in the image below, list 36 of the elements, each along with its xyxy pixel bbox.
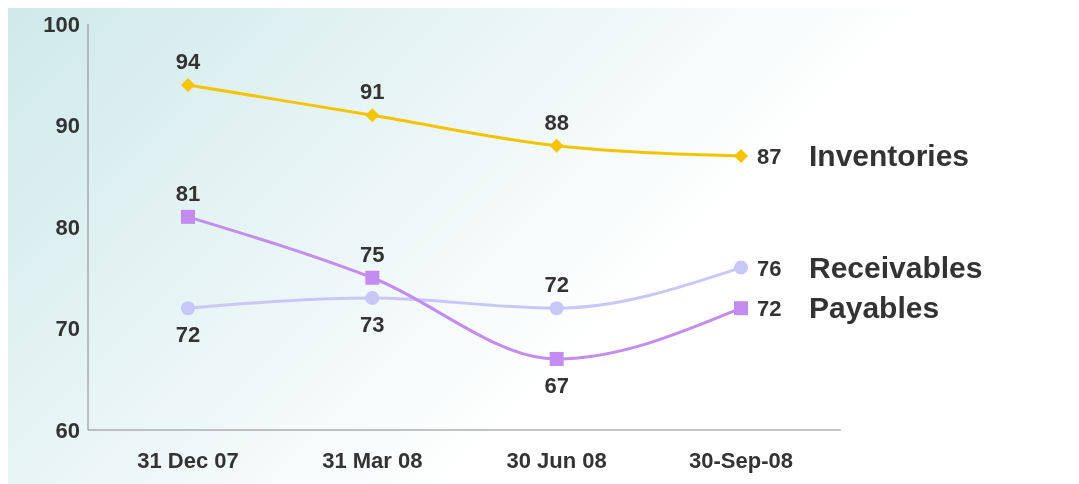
point: [549, 138, 564, 153]
data-label: 81: [175, 180, 201, 206]
x-tick-label: 30-Sep-08: [689, 447, 793, 473]
x-tick-label: 31 Mar 08: [322, 447, 423, 473]
point: [181, 301, 195, 316]
y-tick-label: 80: [55, 214, 80, 240]
point: [734, 301, 748, 316]
text: Inventories: [809, 138, 970, 172]
point: [365, 108, 380, 123]
data-label: 72: [175, 322, 201, 348]
point: [365, 291, 380, 306]
data-label: 72: [757, 296, 782, 322]
point: [181, 209, 195, 224]
data-label: 75: [360, 241, 385, 267]
data-label: 94: [175, 48, 201, 74]
point: [734, 148, 748, 163]
y-tick-label: 60: [55, 417, 80, 443]
data-label: 73: [360, 312, 385, 338]
x-tick-label: 30 Jun 08: [506, 447, 607, 473]
text: Receivables: [809, 250, 983, 284]
point: [734, 260, 748, 275]
data-label: 72: [544, 272, 569, 298]
point: [181, 77, 195, 92]
y-tick-label: 100: [43, 11, 80, 37]
point: [365, 270, 380, 285]
text: Payables: [809, 291, 940, 325]
data-label: 91: [360, 79, 385, 105]
point: [549, 301, 564, 316]
data-label: 88: [544, 109, 569, 135]
x-tick-label: 31 Dec 07: [137, 447, 239, 473]
point: [549, 351, 564, 366]
y-tick-label: 70: [55, 316, 80, 342]
data-label: 87: [757, 143, 782, 169]
y-tick-label: 90: [55, 113, 80, 139]
data-label: 67: [544, 372, 569, 398]
data-label: 76: [757, 255, 782, 281]
